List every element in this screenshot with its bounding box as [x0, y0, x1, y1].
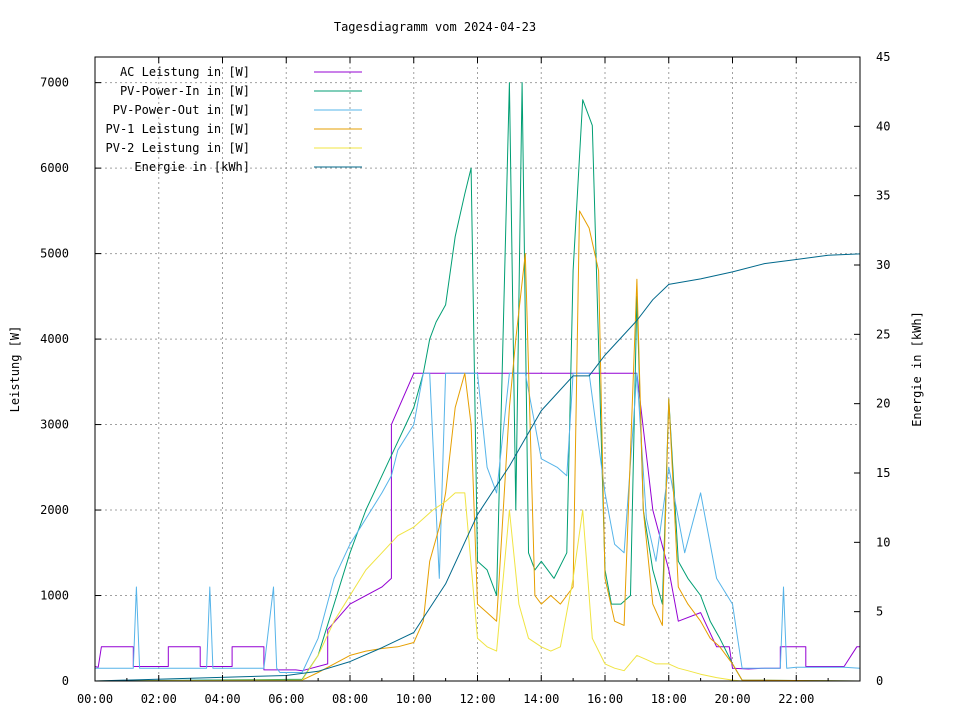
x-tick-label: 16:00	[587, 692, 623, 706]
y-tick-label: 0	[62, 674, 69, 688]
legend-label: PV-Power-Out in [W]	[113, 103, 250, 117]
x-tick-label: 20:00	[714, 692, 750, 706]
x-axis: 00:00 02:00 04:00 06:00 08:00 10:00 12:00 14:00…	[77, 57, 829, 706]
x-tick-label: 00:00	[77, 692, 113, 706]
legend: AC Leistung in [W] PV-Power-In in [W] PV-P…	[106, 65, 362, 174]
y2-tick-label: 20	[876, 397, 890, 411]
y2-tick-label: 25	[876, 327, 890, 341]
y-tick-label: 1000	[40, 589, 69, 603]
x-tick-label: 12:00	[459, 692, 495, 706]
y2-tick-label: 45	[876, 50, 890, 64]
series-layer	[94, 82, 861, 682]
y2-tick-label: 15	[876, 466, 890, 480]
y2-axis-label: Energie in [kWh]	[910, 311, 924, 427]
series-line-4	[94, 210, 861, 682]
y2-tick-label: 10	[876, 535, 890, 549]
y-tick-label: 7000	[40, 76, 69, 90]
x-tick-label: 14:00	[523, 692, 559, 706]
series-line-3	[95, 372, 861, 673]
legend-label: AC Leistung in [W]	[120, 65, 250, 79]
y-axis-label: Leistung [W]	[8, 326, 22, 413]
series-line-5	[94, 492, 860, 682]
y-axis-left: 0 1000 2000 3000 4000 5000 6000 7000	[40, 76, 101, 688]
y-tick-label: 2000	[40, 503, 69, 517]
y-tick-label: 3000	[40, 418, 69, 432]
x-tick-label: 08:00	[332, 692, 368, 706]
y-tick-label: 4000	[40, 332, 69, 346]
y2-tick-label: 30	[876, 258, 890, 272]
chart-title: Tagesdiagramm vom 2024-04-23	[334, 20, 536, 34]
legend-label: PV-2 Leistung in [W]	[106, 141, 251, 155]
series-line-1	[94, 372, 860, 672]
x-tick-label: 10:00	[396, 692, 432, 706]
y2-tick-label: 5	[876, 605, 883, 619]
legend-label: PV-Power-In in [W]	[120, 84, 250, 98]
y2-tick-label: 40	[876, 119, 890, 133]
legend-label: Energie in [kWh]	[134, 160, 250, 174]
y-tick-label: 5000	[40, 247, 69, 261]
x-tick-label: 04:00	[204, 692, 240, 706]
y-tick-label: 6000	[40, 161, 69, 175]
x-tick-label: 02:00	[141, 692, 177, 706]
y2-tick-label: 35	[876, 189, 890, 203]
y2-tick-label: 0	[876, 674, 883, 688]
x-tick-label: 18:00	[651, 692, 687, 706]
legend-label: PV-1 Leistung in [W]	[106, 122, 251, 136]
y-axis-right: 0 5 10 15 20 25 30 35 40 45	[854, 50, 890, 688]
x-tick-label: 06:00	[268, 692, 304, 706]
x-tick-label: 22:00	[778, 692, 814, 706]
series-line-6	[94, 253, 861, 682]
